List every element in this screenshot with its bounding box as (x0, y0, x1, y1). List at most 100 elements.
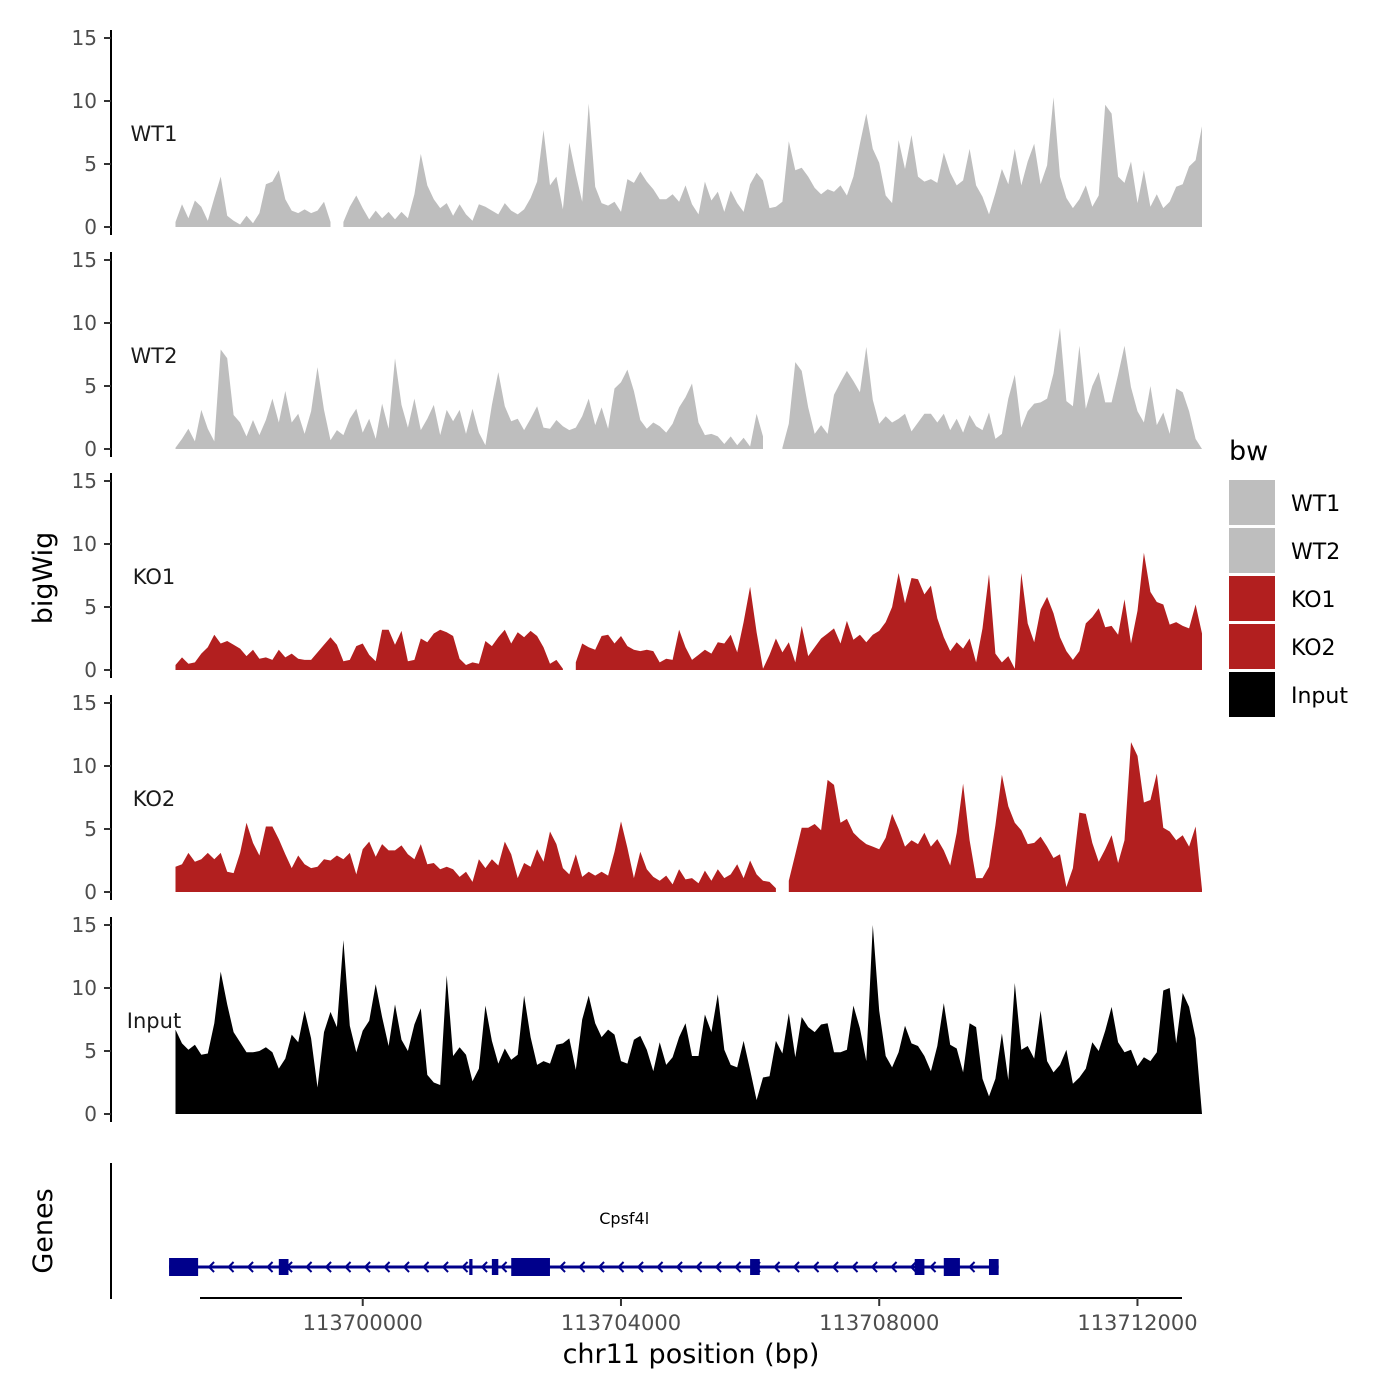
strand-arrow (266, 1261, 274, 1273)
strand-arrow (656, 1261, 664, 1273)
y-tick-label-wt2-5: 5 (84, 374, 97, 398)
exon-1 (169, 1258, 199, 1276)
track-input: 0 5 10 15 Input (72, 913, 1202, 1126)
legend-label-ko1: KO1 (1291, 588, 1336, 613)
strand-arrow (207, 1261, 215, 1273)
legend-title: bw (1229, 436, 1268, 467)
strand-arrow (734, 1261, 742, 1273)
exon-8 (943, 1258, 960, 1276)
area-ko1-segment-2 (575, 552, 1202, 670)
y-tick-label-input-0: 0 (84, 1102, 97, 1126)
area-ko2-segment-2 (788, 742, 1202, 892)
track-label-ko1: KO1 (133, 565, 176, 589)
legend-label-wt2: WT2 (1291, 540, 1340, 565)
y-tick-label-wt2-0: 0 (84, 437, 97, 461)
strand-arrow (363, 1261, 371, 1273)
exon-4 (491, 1259, 499, 1275)
y-tick-label-input-5: 5 (84, 1039, 97, 1063)
y-tick-label-wt2-15: 15 (72, 248, 97, 272)
strand-arrow (558, 1261, 566, 1273)
y-tick-label-ko2-15: 15 (72, 691, 97, 715)
strand-arrow (480, 1261, 488, 1273)
track-label-wt1: WT1 (131, 122, 178, 146)
exon-9 (988, 1259, 999, 1275)
exon-3 (469, 1259, 473, 1275)
x-tick-label-113700000: 113700000 (303, 1311, 423, 1335)
legend-key-ko2 (1229, 624, 1275, 669)
track-label-wt2: WT2 (131, 344, 178, 368)
legend-key-input (1229, 672, 1275, 717)
exon-6 (750, 1259, 760, 1275)
area-wt2-segment-2 (782, 328, 1202, 449)
y-tick-label-ko1-15: 15 (72, 469, 97, 493)
strand-arrow (909, 1261, 917, 1273)
x-axis: chr11 position (bp) 113700000 113704000 11… (200, 1297, 1198, 1370)
strand-arrow (636, 1261, 644, 1273)
strand-arrow (246, 1261, 254, 1273)
strand-arrow (500, 1261, 508, 1273)
y-axis-title: bigWig (28, 532, 59, 625)
legend: bw WT1 WT2 KO1 KO2 Input (1229, 436, 1348, 717)
legend-label-ko2: KO2 (1291, 636, 1336, 661)
gene-name-label: Cpsf4l (599, 1209, 649, 1228)
genes-axis-title: Genes (28, 1188, 59, 1273)
strand-arrow (597, 1261, 605, 1273)
x-tick-label-113708000: 113708000 (819, 1311, 939, 1335)
y-tick-label-ko2-5: 5 (84, 817, 97, 841)
strand-arrow (929, 1261, 937, 1273)
legend-label-input: Input (1291, 684, 1348, 709)
strand-arrow (344, 1261, 352, 1273)
y-tick-label-wt1-15: 15 (72, 26, 97, 50)
strand-arrow (227, 1261, 235, 1273)
area-wt2-segment-1 (175, 349, 763, 449)
strand-arrow (383, 1261, 391, 1273)
strand-arrow (870, 1261, 878, 1273)
strand-arrow (324, 1261, 332, 1273)
strand-arrow (968, 1261, 976, 1273)
strand-arrow (675, 1261, 683, 1273)
track-ko1: 0 5 10 15 KO1 (72, 469, 1202, 682)
strand-arrow (890, 1261, 898, 1273)
legend-key-wt2 (1229, 528, 1275, 573)
bigwig-tracks: 0 5 10 15 WT1 0 5 10 15 WT2 0 5 10 15 KO1 0 5 10 15 KO2 0 5 10… (72, 26, 1202, 1126)
track-ko2: 0 5 10 15 KO2 (72, 691, 1202, 904)
strand-arrow (305, 1261, 313, 1273)
area-ko2-segment-1 (175, 821, 776, 892)
area-ko1-segment-1 (175, 629, 563, 670)
strand-arrow (851, 1261, 859, 1273)
strand-arrow (695, 1261, 703, 1273)
legend-key-wt1 (1229, 480, 1275, 525)
x-axis-title: chr11 position (bp) (563, 1339, 820, 1370)
strand-arrow (461, 1261, 469, 1273)
exon-2 (278, 1259, 289, 1275)
strand-arrow (578, 1261, 586, 1273)
exon-5 (511, 1258, 550, 1276)
strand-arrow (773, 1261, 781, 1273)
track-label-input: Input (127, 1009, 181, 1033)
y-tick-label-ko2-0: 0 (84, 880, 97, 904)
y-tick-label-wt1-10: 10 (72, 89, 97, 113)
area-wt1-segment-2 (343, 97, 1202, 227)
strand-arrow (617, 1261, 625, 1273)
y-tick-label-input-10: 10 (72, 976, 97, 1000)
area-input-segment-1 (175, 925, 1202, 1114)
y-tick-label-ko1-10: 10 (72, 532, 97, 556)
y-tick-label-ko1-0: 0 (84, 658, 97, 682)
legend-key-ko1 (1229, 576, 1275, 621)
y-tick-label-ko2-10: 10 (72, 754, 97, 778)
strand-arrow (441, 1261, 449, 1273)
y-tick-label-ko1-5: 5 (84, 595, 97, 619)
strand-arrow (812, 1261, 820, 1273)
exon-7 (914, 1259, 925, 1275)
track-label-ko2: KO2 (133, 787, 176, 811)
y-tick-label-wt1-5: 5 (84, 152, 97, 176)
strand-arrow (714, 1261, 722, 1273)
gene-track: Genes Cpsf4l (28, 1163, 999, 1299)
x-tick-label-113712000: 113712000 (1077, 1311, 1197, 1335)
y-tick-label-input-15: 15 (72, 913, 97, 937)
strand-arrow (831, 1261, 839, 1273)
track-wt2: 0 5 10 15 WT2 (72, 248, 1202, 461)
x-tick-label-113704000: 113704000 (561, 1311, 681, 1335)
legend-label-wt1: WT1 (1291, 492, 1340, 517)
area-wt1-segment-1 (175, 170, 331, 227)
